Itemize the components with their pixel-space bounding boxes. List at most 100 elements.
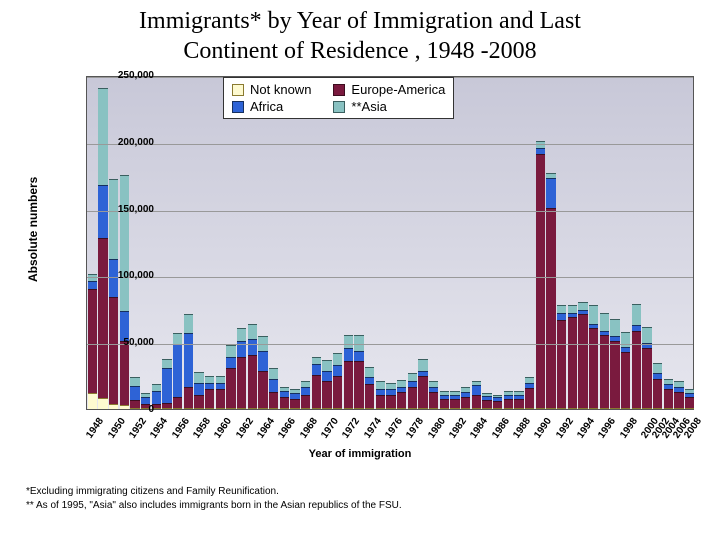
legend-swatch [333, 101, 345, 113]
seg-not_known [386, 408, 395, 409]
seg-not_known [504, 408, 513, 409]
legend-item-not_known: Not known [232, 82, 311, 97]
bar-1967 [290, 389, 299, 409]
bar-1999 [632, 304, 641, 409]
seg-europe_america [536, 154, 545, 408]
seg-europe_america [525, 388, 534, 408]
seg-asia [312, 357, 321, 364]
seg-not_known [162, 408, 171, 409]
bars-layer [87, 77, 693, 409]
seg-asia [173, 333, 182, 344]
seg-europe_america [173, 397, 182, 408]
seg-europe_america [450, 399, 459, 408]
seg-europe_america [418, 376, 427, 408]
seg-europe_america [301, 395, 310, 408]
seg-not_known [440, 408, 449, 409]
seg-africa [205, 383, 214, 390]
seg-africa [280, 391, 289, 398]
seg-europe_america [589, 328, 598, 408]
legend-swatch [232, 84, 244, 96]
bar-1962 [237, 328, 246, 409]
seg-asia [653, 363, 662, 374]
seg-not_known [546, 408, 555, 409]
seg-not_known [376, 408, 385, 409]
seg-africa [226, 357, 235, 368]
bar-2008 [685, 389, 694, 409]
seg-africa [536, 148, 545, 155]
legend: Not known Europe-America Africa **Asia [223, 77, 454, 119]
seg-europe_america [600, 335, 609, 408]
seg-asia [152, 384, 161, 391]
seg-not_known [514, 408, 523, 409]
seg-asia [269, 368, 278, 379]
seg-europe_america [184, 387, 193, 408]
legend-label: **Asia [351, 99, 386, 114]
seg-asia [568, 305, 577, 313]
seg-europe_america [578, 314, 587, 408]
seg-africa [557, 313, 566, 320]
seg-not_known [472, 408, 481, 409]
gridline [87, 344, 693, 345]
seg-not_known [365, 408, 374, 409]
legend-label: Africa [250, 99, 283, 114]
seg-europe_america [482, 400, 491, 408]
seg-asia [344, 335, 353, 348]
seg-asia [162, 359, 171, 368]
seg-africa [472, 385, 481, 394]
seg-not_known [429, 408, 438, 409]
gridline [87, 144, 693, 145]
seg-asia [130, 377, 139, 386]
bar-1969 [312, 357, 321, 409]
bar-1990 [536, 141, 545, 409]
seg-europe_america [408, 387, 417, 408]
seg-europe_america [333, 376, 342, 408]
seg-not_known [322, 408, 331, 409]
seg-europe_america [98, 238, 107, 398]
seg-not_known [258, 408, 267, 409]
seg-europe_america [621, 352, 630, 408]
seg-europe_america [472, 395, 481, 408]
seg-not_known [589, 408, 598, 409]
seg-not_known [461, 408, 470, 409]
seg-europe_america [493, 401, 502, 408]
bar-1955 [162, 359, 171, 409]
seg-europe_america [226, 368, 235, 408]
seg-asia [226, 345, 235, 357]
bar-1989 [525, 377, 534, 409]
seg-africa [248, 339, 257, 355]
seg-africa [88, 281, 97, 289]
seg-asia [194, 372, 203, 383]
seg-africa [258, 351, 267, 371]
seg-europe_america [194, 395, 203, 408]
legend-item-europe_america: Europe-America [333, 82, 445, 97]
seg-europe_america [248, 355, 257, 408]
bar-1985 [482, 393, 491, 409]
title-line1: Immigrants* by Year of Immigration and L… [139, 8, 581, 34]
bar-1965 [269, 368, 278, 409]
bar-1992 [557, 305, 566, 409]
bar-1963 [248, 324, 257, 409]
seg-asia [397, 380, 406, 387]
bar-1980 [429, 381, 438, 409]
seg-europe_america [440, 399, 449, 408]
y-tick-label: 150,000 [104, 204, 154, 215]
seg-asia [376, 381, 385, 389]
seg-europe_america [461, 397, 470, 408]
seg-not_known [685, 408, 694, 409]
legend-item-asia: **Asia [333, 99, 445, 114]
seg-europe_america [280, 397, 289, 408]
seg-not_known [397, 408, 406, 409]
seg-not_known [557, 408, 566, 409]
seg-not_known [173, 408, 182, 409]
seg-africa [269, 379, 278, 392]
seg-africa [184, 333, 193, 386]
bar-1984 [472, 381, 481, 409]
bar-1995 [589, 305, 598, 409]
bar-1994 [578, 302, 587, 409]
seg-europe_america [685, 397, 694, 408]
chart-container: Absolute numbers Not knownEurope-America… [20, 72, 700, 472]
bar-1971 [333, 353, 342, 409]
seg-africa [141, 397, 150, 404]
seg-africa [344, 348, 353, 361]
bar-1973 [354, 335, 363, 409]
